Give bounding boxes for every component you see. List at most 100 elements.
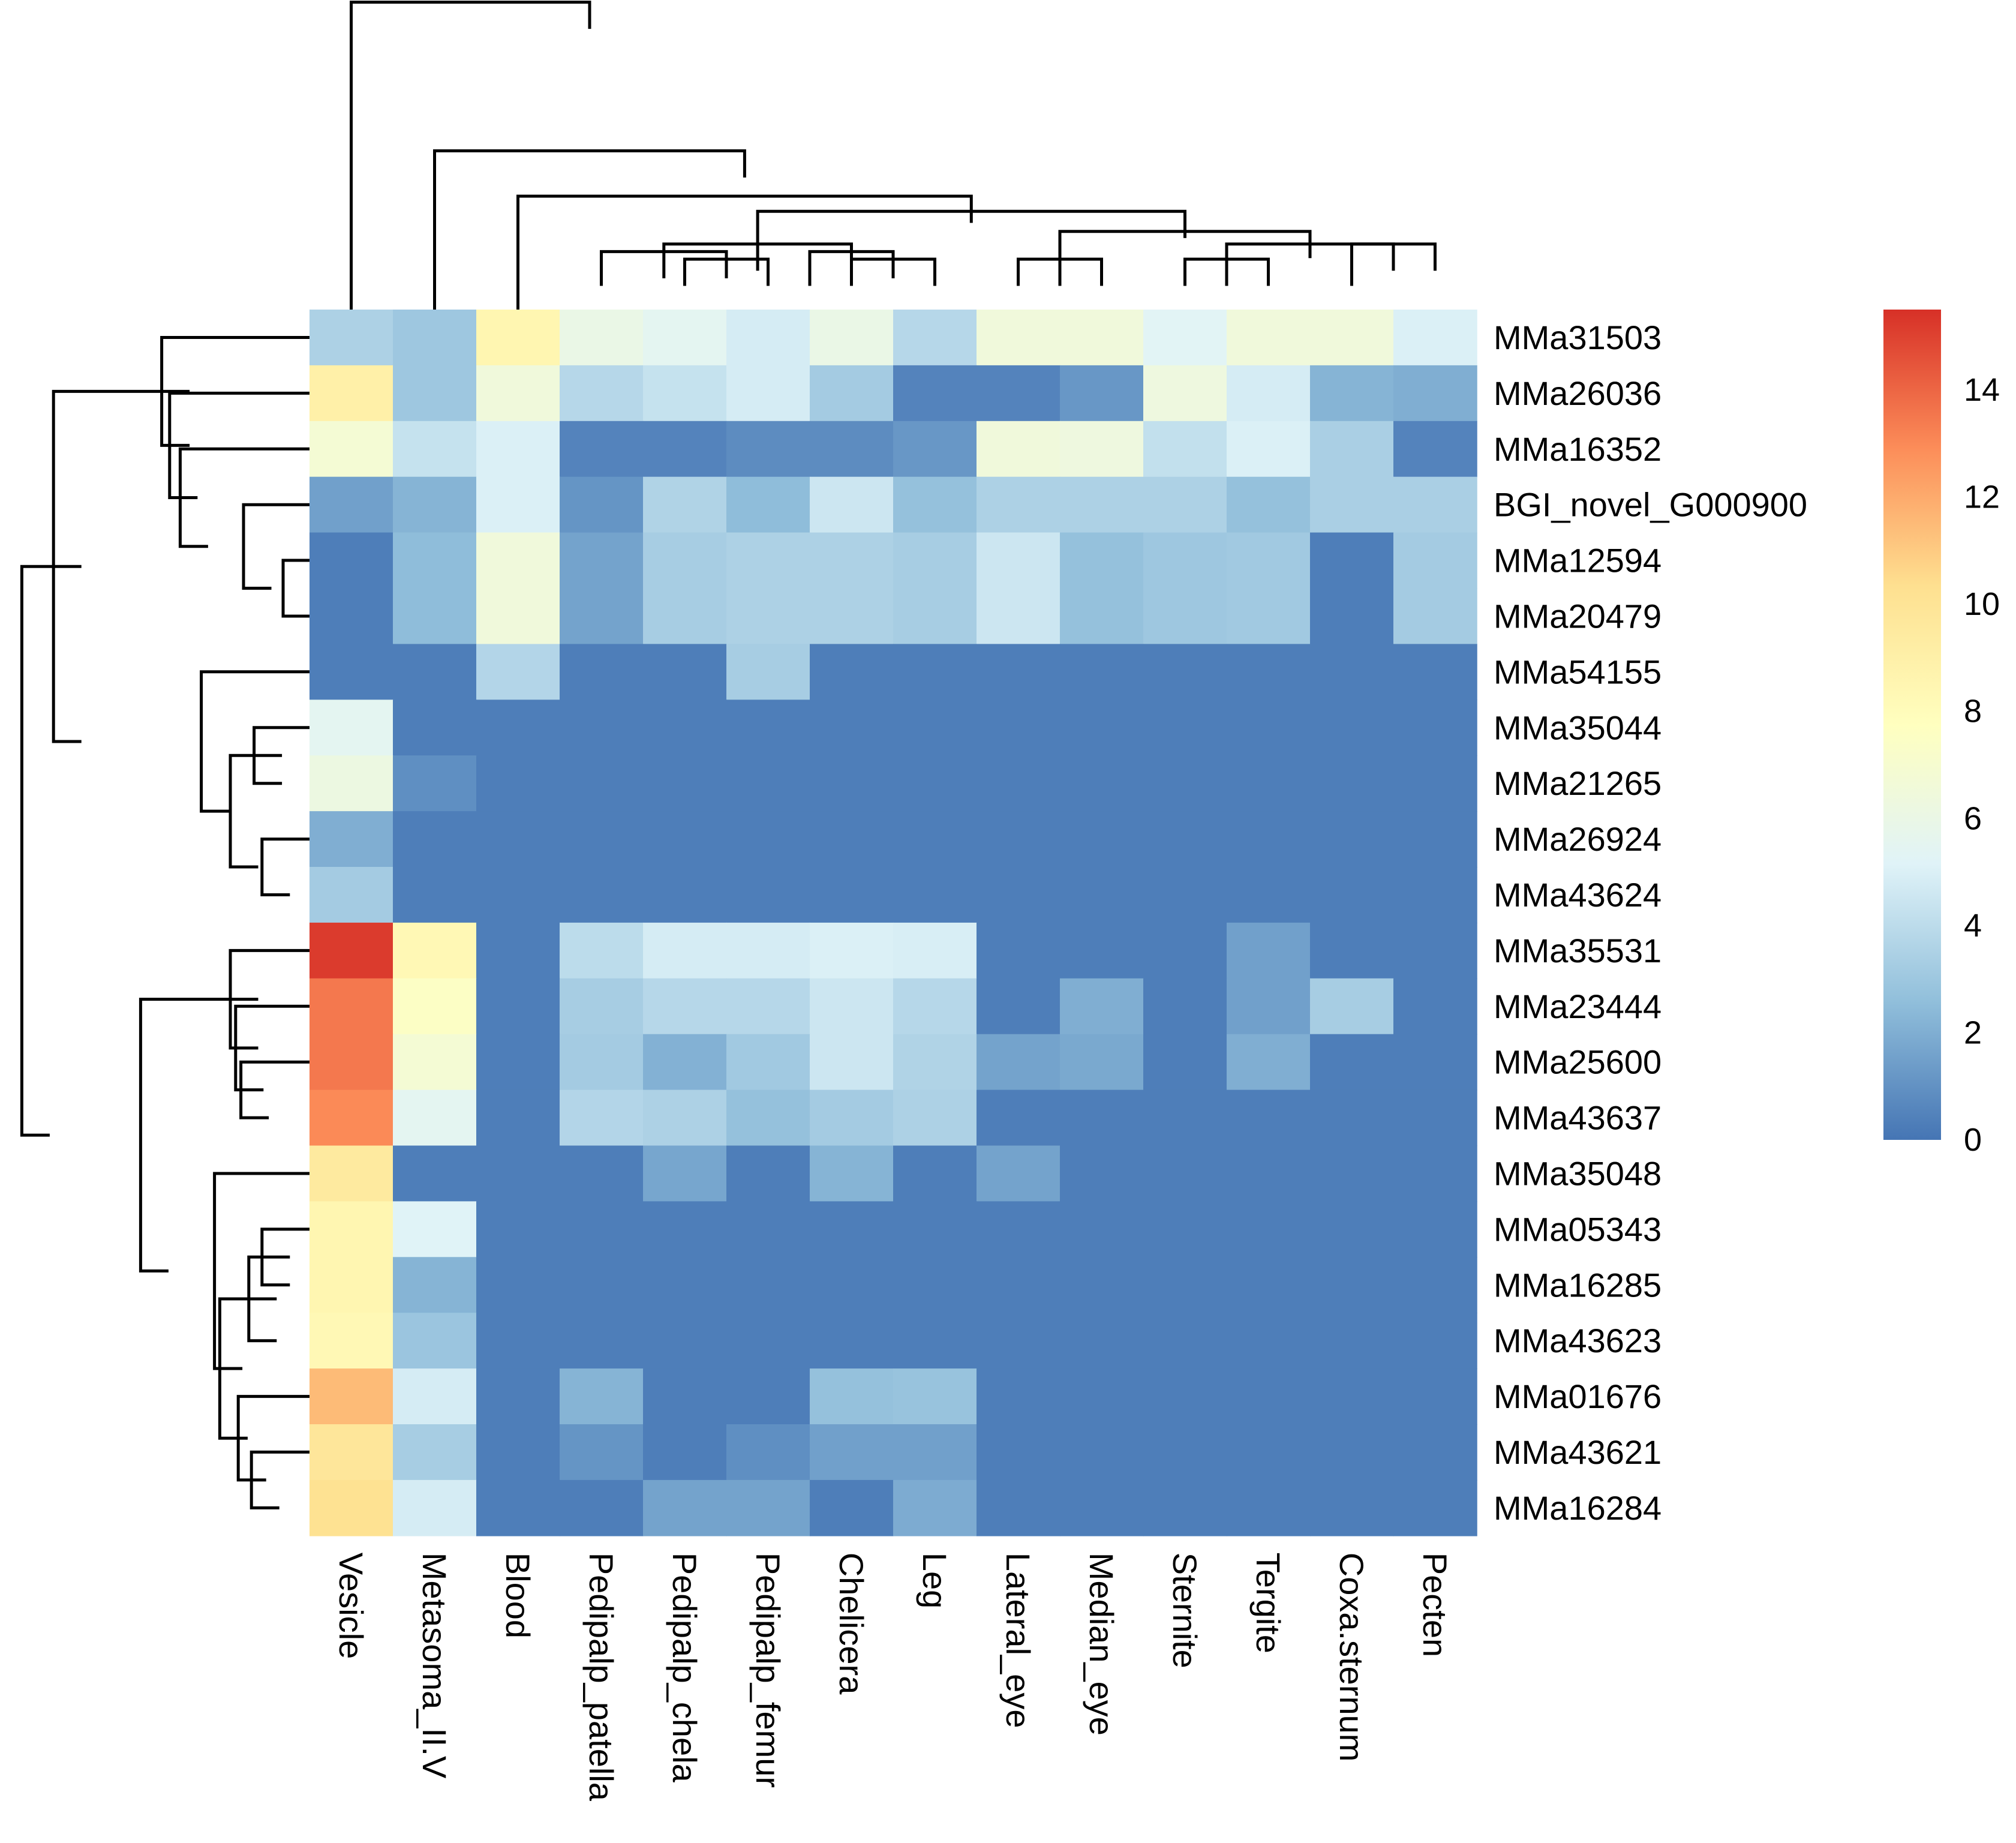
cell-mma43623-tergite <box>1227 1313 1311 1369</box>
column-label-metasoma-ii-v: Metasoma_II.V <box>416 1553 453 1779</box>
cell-mma31503-pedipalp-chela <box>643 310 727 366</box>
cell-mma01676-lateral-eye <box>977 1368 1060 1425</box>
cell-mma43637-blood <box>476 1089 560 1146</box>
cell-mma35531-sternite <box>1143 922 1227 979</box>
cell-mma23444-lateral-eye <box>977 978 1060 1035</box>
cell-mma31503-median-eye <box>1060 310 1144 366</box>
cell-mma43621-leg <box>893 1424 977 1481</box>
legend-tick-label: 8 <box>1964 694 1982 730</box>
cell-mma43624-coxa-sternum <box>1310 867 1394 923</box>
cell-mma43623-median-eye <box>1060 1313 1144 1369</box>
row-dendrogram-link <box>242 503 311 590</box>
cell-mma35531-median-eye <box>1060 922 1144 979</box>
cell-mma16285-pedipalp-chela <box>643 1257 727 1313</box>
row-dendrogram-link <box>20 565 82 1137</box>
cell-mma05343-vesicle <box>310 1201 393 1258</box>
cell-bgi-novel-g000900-coxa-sternum <box>1310 476 1394 533</box>
cell-mma16352-median-eye <box>1060 421 1144 478</box>
cell-mma05343-pedipalp-chela <box>643 1201 727 1258</box>
cell-mma43621-sternite <box>1143 1424 1227 1481</box>
cell-mma43637-tergite <box>1227 1089 1311 1146</box>
column-label-tergite: Tergite <box>1249 1553 1287 1653</box>
cell-mma21265-tergite <box>1227 755 1311 812</box>
cell-mma26924-vesicle <box>310 811 393 868</box>
cell-mma26036-coxa-sternum <box>1310 365 1394 422</box>
row-label-bgi-novel-g000900: BGI_novel_G000900 <box>1494 486 1807 524</box>
cell-mma54155-coxa-sternum <box>1310 644 1394 701</box>
cell-mma43624-pedipalp-chela <box>643 867 727 923</box>
cell-mma31503-vesicle <box>310 310 393 366</box>
cell-mma20479-leg <box>893 588 977 645</box>
column-label-chelicera: Chelicera <box>833 1553 870 1695</box>
cell-mma16352-pecten <box>1393 421 1477 478</box>
cell-mma43621-pecten <box>1393 1424 1477 1481</box>
cell-mma21265-sternite <box>1143 755 1227 812</box>
cell-mma16284-blood <box>476 1479 560 1536</box>
cell-mma54155-chelicera <box>810 644 894 701</box>
row-dendrogram-link <box>139 998 259 1272</box>
cell-mma16352-pedipalp-patella <box>560 421 644 478</box>
cell-mma26924-sternite <box>1143 811 1227 868</box>
row-label-mma12594: MMa12594 <box>1494 542 1662 580</box>
cell-mma35531-chelicera <box>810 922 894 979</box>
cell-mma43623-sternite <box>1143 1313 1227 1369</box>
cell-mma25600-metasoma-ii-v <box>393 1034 477 1091</box>
cell-mma31503-pedipalp-femur <box>726 310 810 366</box>
cell-mma21265-median-eye <box>1060 755 1144 812</box>
cell-mma43623-leg <box>893 1313 977 1369</box>
cell-mma26924-tergite <box>1227 811 1311 868</box>
cell-mma12594-metasoma-ii-v <box>393 532 477 589</box>
cell-mma16284-coxa-sternum <box>1310 1479 1394 1536</box>
cell-mma25600-tergite <box>1227 1034 1311 1091</box>
cell-mma21265-pedipalp-patella <box>560 755 644 812</box>
column-dendrogram-link <box>433 149 746 311</box>
cell-mma25600-coxa-sternum <box>1310 1034 1394 1091</box>
row-label-mma43623: MMa43623 <box>1494 1322 1662 1359</box>
cell-mma54155-blood <box>476 644 560 701</box>
cell-mma26036-vesicle <box>310 365 393 422</box>
cell-mma25600-vesicle <box>310 1034 393 1091</box>
cell-mma05343-coxa-sternum <box>1310 1201 1394 1258</box>
color-legend: 0 2 4 6 8 10 12 14 <box>1883 310 2000 1158</box>
row-label-mma23444: MMa23444 <box>1494 987 1662 1025</box>
cell-mma35044-vesicle <box>310 700 393 756</box>
cell-mma43637-chelicera <box>810 1089 894 1146</box>
cell-mma35531-tergite <box>1227 922 1311 979</box>
cell-mma35531-leg <box>893 922 977 979</box>
cell-mma05343-pecten <box>1393 1201 1477 1258</box>
cell-mma21265-vesicle <box>310 755 393 812</box>
legend-tick-label: 4 <box>1964 908 1982 944</box>
cell-mma43624-pedipalp-femur <box>726 867 810 923</box>
cell-bgi-novel-g000900-metasoma-ii-v <box>393 476 477 533</box>
cell-mma25600-sternite <box>1143 1034 1227 1091</box>
cell-mma43624-tergite <box>1227 867 1311 923</box>
cell-mma16285-sternite <box>1143 1257 1227 1313</box>
cell-mma05343-median-eye <box>1060 1201 1144 1258</box>
cell-mma23444-metasoma-ii-v <box>393 978 477 1035</box>
cell-mma16285-metasoma-ii-v <box>393 1257 477 1313</box>
cell-mma20479-tergite <box>1227 588 1311 645</box>
cell-mma20479-chelicera <box>810 588 894 645</box>
cell-mma35044-median-eye <box>1060 700 1144 756</box>
cell-mma21265-blood <box>476 755 560 812</box>
cell-mma43623-metasoma-ii-v <box>393 1313 477 1369</box>
row-dendrogram-link <box>200 670 311 813</box>
cell-mma43621-vesicle <box>310 1424 393 1481</box>
cell-mma35531-pecten <box>1393 922 1477 979</box>
cell-mma21265-chelicera <box>810 755 894 812</box>
cell-mma16285-median-eye <box>1060 1257 1144 1313</box>
row-dendrogram-link <box>213 1172 311 1370</box>
cell-mma16284-metasoma-ii-v <box>393 1479 477 1536</box>
cell-mma21265-lateral-eye <box>977 755 1060 812</box>
cell-mma23444-pedipalp-femur <box>726 978 810 1035</box>
legend-tick-label: 6 <box>1964 800 1982 836</box>
cell-mma26036-metasoma-ii-v <box>393 365 477 422</box>
row-label-mma35048: MMa35048 <box>1494 1154 1662 1192</box>
column-dendrogram <box>350 1 1437 311</box>
cell-mma20479-metasoma-ii-v <box>393 588 477 645</box>
legend-tick-label: 0 <box>1964 1122 1982 1158</box>
row-dendrogram-link <box>236 1395 311 1482</box>
cell-mma26924-pedipalp-patella <box>560 811 644 868</box>
cell-mma20479-sternite <box>1143 588 1227 645</box>
cell-mma43624-chelicera <box>810 867 894 923</box>
